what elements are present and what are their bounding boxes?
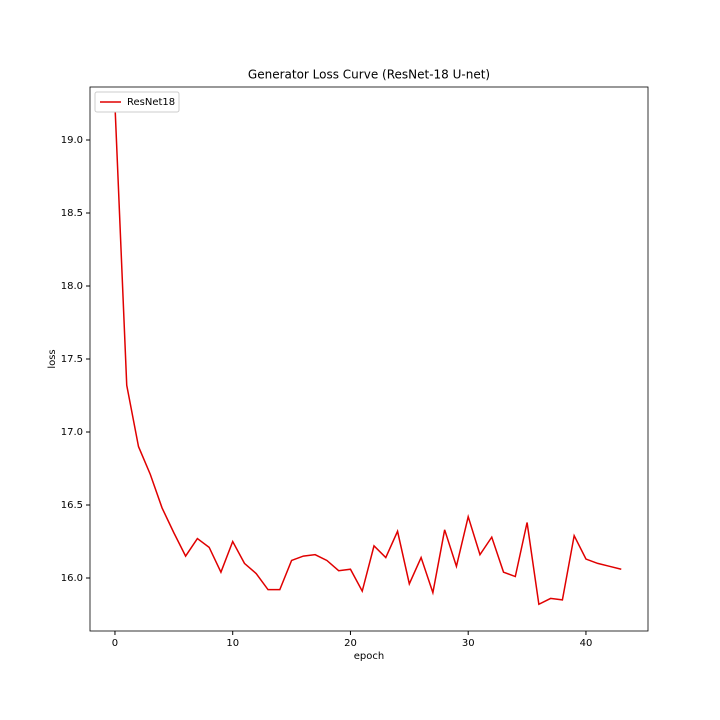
chart-title: Generator Loss Curve (ResNet-18 U-net): [248, 68, 490, 82]
y-tick-label: 17.5: [61, 354, 83, 365]
x-tick-label: 30: [462, 638, 475, 649]
x-tick-label: 40: [580, 638, 593, 649]
x-tick-label: 0: [112, 638, 118, 649]
x-tick-label: 10: [226, 638, 239, 649]
legend-label: ResNet18: [127, 97, 175, 108]
y-tick-label: 18.5: [61, 208, 83, 219]
y-tick-label: 19.0: [61, 135, 83, 146]
y-axis-label: loss: [47, 349, 58, 368]
y-tick-label: 16.0: [61, 573, 83, 584]
x-axis-label: epoch: [354, 651, 384, 662]
y-tick-label: 16.5: [61, 500, 83, 511]
x-tick-label: 20: [344, 638, 357, 649]
y-tick-label: 18.0: [61, 281, 83, 292]
y-tick-label: 17.0: [61, 427, 83, 438]
